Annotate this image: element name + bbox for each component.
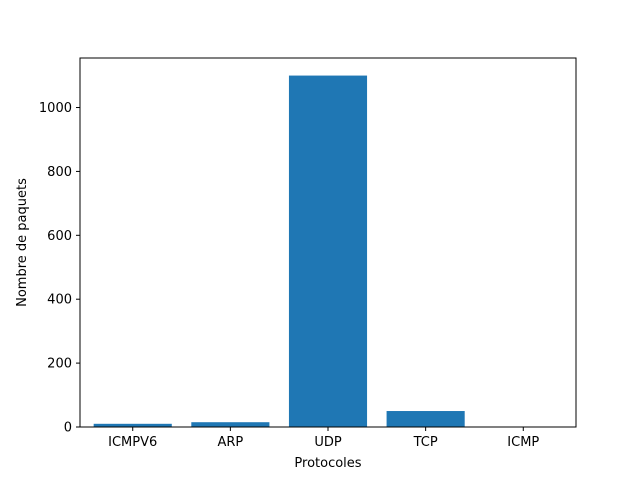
bars-layer: [94, 76, 563, 427]
y-tick-label: 0: [64, 421, 72, 436]
y-tick-label: 800: [47, 165, 72, 180]
y-tick-label: 200: [47, 357, 72, 372]
bar-arp: [191, 422, 269, 427]
y-axis-label: Nombre de paquets: [15, 178, 30, 307]
x-axis-label: Protocoles: [294, 456, 361, 471]
x-axis: ICMPV6 ARP UDP TCP ICMP: [108, 427, 539, 450]
x-tick-label: UDP: [314, 435, 342, 450]
y-tick-label: 1000: [39, 101, 72, 116]
x-tick-label: ARP: [217, 435, 243, 450]
x-tick-label: ICMPV6: [108, 435, 157, 450]
y-tick-label: 600: [47, 229, 72, 244]
x-tick-label: TCP: [413, 435, 438, 450]
y-tick-label: 400: [47, 293, 72, 308]
bar-tcp: [387, 411, 465, 427]
y-axis: 0 200 400 600 800 1000: [39, 101, 80, 435]
x-tick-label: ICMP: [507, 435, 539, 450]
bar-udp: [289, 76, 367, 427]
